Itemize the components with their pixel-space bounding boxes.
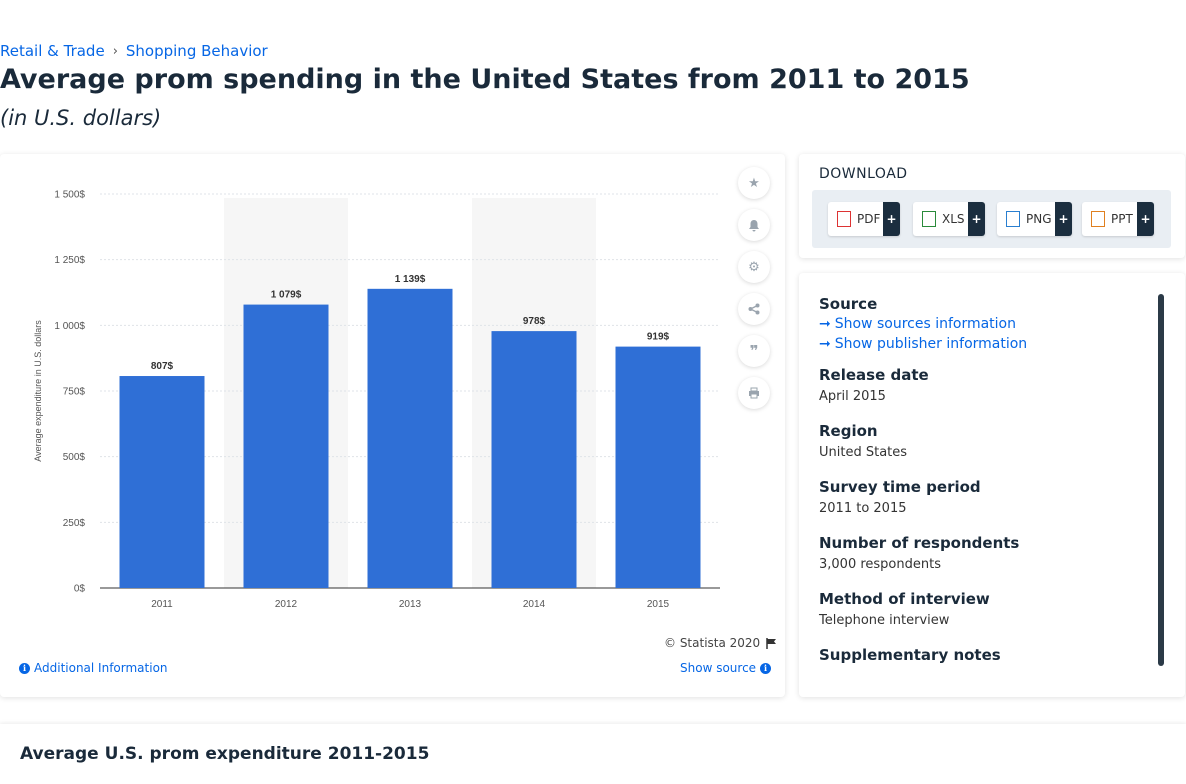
download-png-label: PNG	[1026, 212, 1052, 226]
chart-toolbar: ★ ⚙ ❞	[738, 167, 770, 409]
x-tick-label: 2012	[275, 599, 298, 610]
arrow-right-icon: ➞	[819, 336, 831, 352]
pdf-file-icon	[837, 211, 851, 227]
survey-period-heading: Survey time period	[819, 478, 981, 496]
download-pdf-button[interactable]: PDF +	[828, 202, 900, 236]
data-label: 919$	[647, 332, 670, 343]
page-subtitle: (in U.S. dollars)	[0, 106, 162, 130]
breadcrumb: Retail & Trade › Shopping Behavior	[0, 42, 268, 60]
x-tick-label: 2014	[523, 599, 546, 610]
survey-period-value: 2011 to 2015	[819, 501, 907, 516]
data-label: 1 139$	[395, 274, 426, 285]
x-tick-label: 2013	[399, 599, 422, 610]
download-title: DOWNLOAD	[819, 166, 908, 182]
show-source-label: Show source	[680, 661, 757, 675]
supplementary-notes-heading: Supplementary notes	[819, 646, 1001, 664]
bar-2013	[367, 288, 453, 588]
data-label: 1 079$	[271, 290, 302, 301]
breadcrumb-retail-link[interactable]: Retail & Trade	[0, 42, 105, 60]
show-sources-label: Show sources information	[834, 316, 1016, 332]
y-tick-label: 500$	[63, 452, 86, 463]
info-icon: i	[760, 662, 772, 674]
bar-2011	[119, 376, 205, 588]
download-png-button[interactable]: PNG +	[997, 202, 1072, 236]
y-tick-label: 1 500$	[54, 190, 85, 201]
bar-2014	[491, 331, 577, 588]
download-panel: DOWNLOAD PDF + XLS + PNG + PPT +	[799, 154, 1185, 258]
download-ppt-label: PPT	[1111, 212, 1133, 226]
plus-icon: +	[968, 202, 985, 236]
show-publisher-label: Show publisher information	[834, 336, 1028, 352]
page-title: Average prom spending in the United Stat…	[0, 64, 970, 95]
download-buttons: PDF + XLS + PNG + PPT +	[812, 190, 1171, 248]
breadcrumb-separator: ›	[112, 43, 118, 59]
method-heading: Method of interview	[819, 590, 990, 608]
bar-2012	[243, 304, 329, 588]
data-label: 978$	[523, 316, 546, 327]
breadcrumb-shopping-link[interactable]: Shopping Behavior	[125, 42, 268, 60]
y-tick-label: 750$	[63, 387, 86, 398]
y-tick-label: 1 000$	[54, 321, 85, 332]
plus-icon: +	[1055, 202, 1072, 236]
download-ppt-button[interactable]: PPT +	[1082, 202, 1154, 236]
statistic-details-panel: Source ➞ Show sources information ➞ Show…	[799, 273, 1185, 697]
chart-card: 0$ 250$ 500$ 750$ 1 000$ 1 250$ 1 500$ 807$ 2011…	[0, 154, 785, 697]
respondents-value: 3,000 respondents	[819, 557, 941, 572]
gear-icon[interactable]: ⚙	[738, 251, 770, 283]
print-icon[interactable]	[738, 377, 770, 409]
y-tick-label: 250$	[63, 518, 86, 529]
copyright-notice: © Statista 2020	[664, 636, 777, 650]
copyright-text: © Statista 2020	[664, 636, 761, 650]
method-value: Telephone interview	[819, 613, 950, 628]
bell-icon[interactable]	[738, 209, 770, 241]
show-sources-link[interactable]: ➞ Show sources information	[819, 316, 1149, 332]
show-source-link[interactable]: Show source i	[680, 661, 772, 675]
x-tick-label: 2015	[647, 599, 670, 610]
respondents-heading: Number of respondents	[819, 534, 1020, 552]
plus-icon: +	[1137, 202, 1154, 236]
y-tick-label: 1 250$	[54, 255, 85, 266]
related-statistic-title[interactable]: Average U.S. prom expenditure 2011-2015	[20, 744, 430, 764]
ppt-file-icon	[1091, 211, 1105, 227]
details-scrollbar[interactable]	[1158, 294, 1164, 666]
png-file-icon	[1006, 211, 1020, 227]
download-pdf-label: PDF	[857, 212, 881, 226]
bar-chart: 0$ 250$ 500$ 750$ 1 000$ 1 250$ 1 500$ 807$ 2011…	[33, 190, 720, 610]
additional-information-label: Additional Information	[34, 661, 168, 675]
arrow-right-icon: ➞	[819, 316, 831, 332]
info-icon: i	[19, 662, 30, 674]
quote-icon[interactable]: ❞	[738, 335, 770, 367]
bar-2015	[615, 346, 701, 588]
plus-icon: +	[883, 202, 900, 236]
region-value: United States	[819, 445, 908, 460]
x-tick-label: 2011	[151, 599, 173, 610]
show-publisher-link[interactable]: ➞ Show publisher information	[819, 336, 1149, 352]
download-xls-label: XLS	[942, 212, 965, 226]
release-date-value: April 2015	[819, 389, 886, 404]
star-icon[interactable]: ★	[738, 167, 770, 199]
xls-file-icon	[922, 211, 936, 227]
y-tick-label: 0$	[74, 584, 86, 595]
release-date-heading: Release date	[819, 366, 929, 384]
share-icon[interactable]	[738, 293, 770, 325]
download-xls-button[interactable]: XLS +	[913, 202, 985, 236]
statistic-details: Source ➞ Show sources information ➞ Show…	[819, 295, 1149, 664]
source-heading: Source	[819, 295, 878, 313]
y-axis-label: Average expenditure in U.S. dollars	[33, 320, 43, 462]
flag-icon[interactable]	[766, 637, 777, 649]
data-label: 807$	[151, 361, 174, 372]
additional-information-link[interactable]: i Additional Information	[19, 661, 168, 675]
region-heading: Region	[819, 422, 878, 440]
